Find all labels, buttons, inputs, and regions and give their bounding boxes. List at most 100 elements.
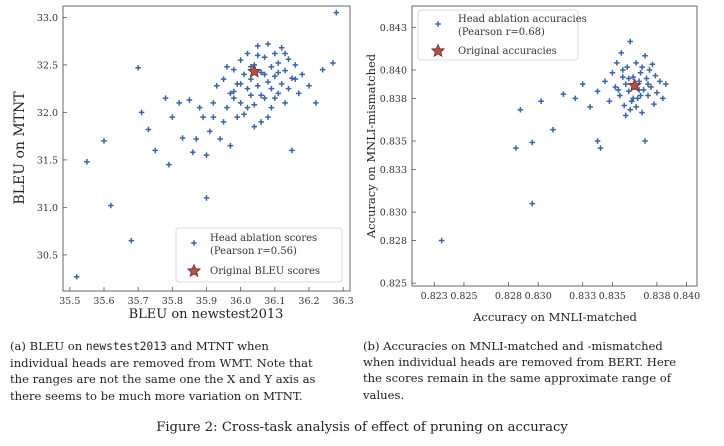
scatter-point: [630, 74, 636, 80]
scatter-point: [612, 84, 619, 90]
scatter-point: [254, 83, 261, 89]
x-tick-label: 36.0: [230, 296, 251, 307]
x-tick-label: 35.7: [128, 296, 149, 307]
scatter-point: [237, 57, 244, 63]
scatter-point: [643, 75, 650, 82]
scatter-point: [319, 66, 326, 73]
scatter-point: [646, 67, 653, 73]
x-tick-label: 0.828: [495, 291, 522, 302]
scatter-point: [176, 100, 182, 106]
scatter-point: [313, 100, 319, 106]
scatter-point: [579, 81, 586, 87]
scatter-point: [637, 70, 644, 76]
scatter-point: [282, 50, 288, 57]
scatter-point: [285, 56, 292, 62]
scatter-point: [265, 114, 271, 120]
scatter-point: [619, 67, 626, 73]
scatter-point: [648, 84, 654, 90]
chart-b: 0.823 0.825 0.828 0.830 0.833 0.835 0.838 0.840…: [364, 5, 700, 324]
scatter-point: [138, 109, 145, 116]
scatter-point: [282, 67, 288, 74]
legend-plus-symbol: [191, 240, 197, 246]
x-tick-label: 0.840: [673, 291, 700, 302]
scatter-point: [190, 149, 196, 156]
scatter-point: [299, 71, 305, 78]
scatter-point: [614, 60, 620, 66]
scatter-point: [220, 119, 227, 125]
scatter-point: [550, 126, 556, 133]
scatter-point: [186, 97, 193, 103]
scatter-point: [179, 135, 186, 141]
chart-b-legend-label-ablation: Head ablation accuracies: [458, 14, 587, 25]
scatter-point: [633, 60, 639, 66]
y-tick-label: 0.843: [380, 23, 407, 34]
scatter-point: [135, 64, 141, 71]
scatter-point: [292, 76, 299, 82]
scatter-point: [268, 85, 275, 92]
original-score-star: [627, 78, 642, 92]
scatter-point: [602, 78, 608, 85]
scatter-point: [231, 66, 237, 73]
scatter-point: [637, 92, 644, 99]
scatter-point: [196, 104, 203, 111]
scatter-point: [652, 72, 659, 79]
scatter-point: [597, 145, 604, 151]
x-tick-label: 0.823: [421, 291, 448, 302]
chart-a-legend-box: [175, 227, 343, 283]
chart-b-legend-label-pearson: (Pearson r=0.68): [458, 27, 545, 38]
scatter-point: [651, 101, 657, 107]
scatter-point: [645, 81, 651, 87]
caption-a-line1-mono: newstest2013: [85, 340, 167, 353]
chart-b-legend-label-original: Original accuracies: [458, 46, 557, 57]
chart-b-points: [438, 38, 669, 244]
caption-a-line2: individual heads are removed from WMT. N…: [10, 356, 313, 371]
legend-plus-symbol: [435, 21, 441, 27]
y-tick-label: 0.828: [380, 236, 407, 247]
scatter-point: [278, 81, 285, 87]
scatter-point: [624, 64, 631, 70]
scatter-point: [251, 123, 258, 130]
x-tick-label: 36.2: [298, 296, 319, 307]
scatter-point: [630, 95, 636, 102]
scatter-point: [162, 95, 169, 101]
scatter-point: [220, 76, 227, 82]
scatter-point: [529, 139, 536, 146]
scatter-point: [628, 98, 635, 105]
scatter-point: [275, 69, 282, 76]
legend-star-symbol: [186, 263, 202, 278]
scatter-point: [654, 89, 660, 96]
x-tick-label: 0.830: [525, 291, 552, 302]
scatter-point: [272, 73, 278, 80]
scatter-point: [227, 142, 234, 149]
chart-a-ylabel: BLEU on MTNT: [12, 91, 28, 205]
y-tick-label: 0.830: [380, 208, 407, 219]
scatter-point: [517, 106, 524, 113]
caption-a-line1: (a) BLEU on newstest2013 and MTNT when: [10, 338, 355, 355]
chart-a-ticks: 35.5 35.6 35.7 35.8 35.9 36.0 36.1 36.2 36.3 30.5…: [37, 13, 354, 307]
scatter-point: [224, 104, 230, 111]
y-tick-label: 32.0: [37, 108, 58, 119]
chart-a-legend-label-pearson: (Pearson r=0.56): [210, 246, 297, 257]
scatter-point: [261, 95, 268, 101]
x-tick-label: 0.838: [643, 291, 670, 302]
scatter-point: [617, 92, 623, 99]
scatter-point: [234, 114, 241, 120]
scatter-point: [169, 114, 176, 120]
scatter-point: [213, 83, 220, 89]
y-tick-label: 0.840: [380, 65, 407, 76]
scatter-point: [244, 104, 251, 111]
chart-a-legend-label-original: Original BLEU scores: [210, 266, 320, 277]
scatter-point: [244, 85, 251, 92]
chart-a-legend-star-marker: [186, 263, 202, 278]
scatter-point: [619, 74, 626, 80]
y-tick-label: 0.835: [380, 137, 407, 148]
chart-b-legend-box: [417, 9, 579, 61]
scatter-point: [258, 92, 264, 99]
scatter-point: [642, 138, 648, 144]
scatter-point: [289, 147, 295, 154]
scatter-point: [587, 104, 593, 110]
scatter-point: [272, 95, 278, 101]
scatter-point: [660, 95, 666, 102]
scatter-point: [203, 195, 210, 201]
scatter-point: [166, 161, 172, 168]
